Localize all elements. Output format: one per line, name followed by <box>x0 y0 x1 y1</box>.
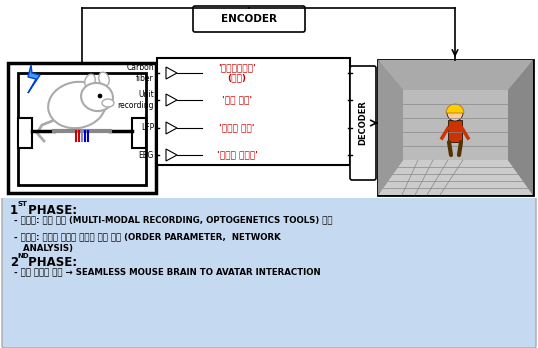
Ellipse shape <box>102 99 114 107</box>
FancyBboxPatch shape <box>193 6 305 32</box>
Polygon shape <box>378 160 533 195</box>
Bar <box>8 63 156 193</box>
Polygon shape <box>166 67 177 79</box>
Text: Unit
recording: Unit recording <box>117 90 154 110</box>
Text: 2: 2 <box>10 256 18 269</box>
Text: ENCODER: ENCODER <box>221 14 277 24</box>
Polygon shape <box>378 60 403 195</box>
Text: PHASE:: PHASE: <box>24 204 77 217</box>
Text: ND: ND <box>17 253 29 259</box>
Text: ST: ST <box>17 201 27 207</box>
Bar <box>18 118 32 148</box>
Text: '신경전달물질'
(감정): '신경전달물질' (감정) <box>218 63 256 83</box>
Circle shape <box>447 105 463 121</box>
Text: 1: 1 <box>10 204 18 217</box>
FancyBboxPatch shape <box>2 196 536 348</box>
Polygon shape <box>28 65 40 93</box>
Ellipse shape <box>99 72 109 86</box>
Circle shape <box>98 94 102 98</box>
Text: LFP: LFP <box>141 124 154 133</box>
Ellipse shape <box>84 74 95 88</box>
Ellipse shape <box>48 82 106 128</box>
Wedge shape <box>446 104 464 113</box>
Text: Carbon
fiber: Carbon fiber <box>126 63 154 83</box>
FancyBboxPatch shape <box>350 66 376 180</box>
Ellipse shape <box>428 164 483 182</box>
Text: DECODER: DECODER <box>358 101 367 145</box>
Polygon shape <box>508 60 533 195</box>
Text: PHASE:: PHASE: <box>24 256 77 269</box>
Bar <box>0 0 538 198</box>
Bar <box>448 120 462 142</box>
Text: '앙상블 활동': '앙상블 활동' <box>220 124 255 133</box>
Polygon shape <box>378 60 533 90</box>
Text: EEG: EEG <box>139 150 154 159</box>
Text: '뉘런 활동': '뉘런 활동' <box>222 95 252 104</box>
Text: - 이론적: 다양한 뇌상태 정량화 기술 개발 (ORDER PARAMETER,  NETWORK
   ANALYSIS): - 이론적: 다양한 뇌상태 정량화 기술 개발 (ORDER PARAMETE… <box>14 232 281 253</box>
Text: - 실험적: 요소 기술 (MULTI-MODAL RECORDING, OPTOGENETICS TOOLS) 획득: - 실험적: 요소 기술 (MULTI-MODAL RECORDING, OPT… <box>14 215 332 224</box>
Polygon shape <box>166 94 177 106</box>
Text: - 상기 기술의 융합 → SEAMLESS MOUSE BRAIN TO AVATAR INTERACTION: - 상기 기술의 융합 → SEAMLESS MOUSE BRAIN TO AV… <box>14 267 321 276</box>
Ellipse shape <box>81 83 113 111</box>
Bar <box>157 58 350 165</box>
Bar <box>378 60 533 195</box>
Bar <box>403 90 508 160</box>
Polygon shape <box>166 149 177 161</box>
Text: '기능성 연결망': '기능성 연결망' <box>217 150 258 159</box>
Bar <box>132 118 146 148</box>
Polygon shape <box>166 122 177 134</box>
Bar <box>18 73 146 185</box>
